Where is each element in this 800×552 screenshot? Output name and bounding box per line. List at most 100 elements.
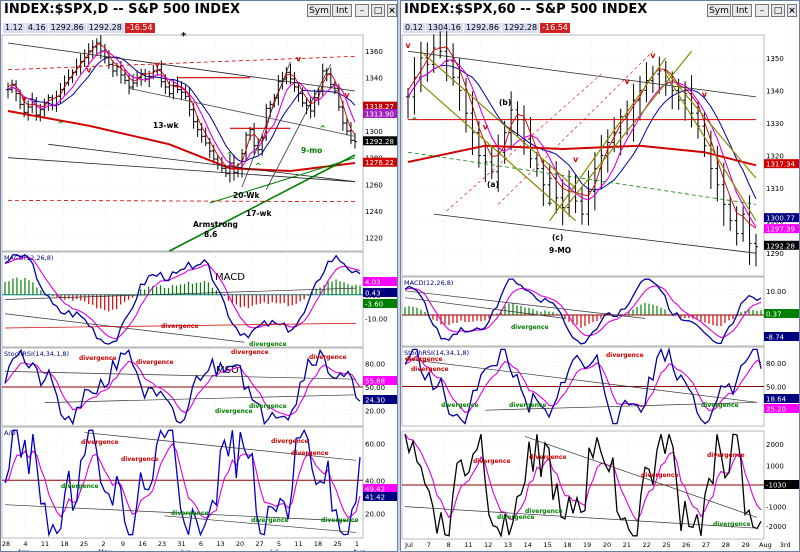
- ohlc-high: 1304.16: [425, 23, 464, 33]
- ohlc-low: 1292.86: [463, 23, 502, 33]
- oscillator-line: [404, 278, 762, 345]
- x-tick-label: 25: [662, 541, 670, 549]
- trend-line: [665, 73, 757, 221]
- chart-annotation: (a): [487, 180, 499, 189]
- hourly-chart-canvas[interactable]: 13501340133013201310130012901317.341300.…: [401, 1, 800, 552]
- down-marker: v: [405, 41, 411, 50]
- y-tick-label: 1220: [365, 235, 383, 243]
- divergence-annotation: divergence: [309, 354, 347, 361]
- divergence-annotation: divergence: [61, 483, 99, 490]
- x-tick-label: 29: [741, 541, 749, 549]
- price-label: 1313.90: [365, 111, 394, 119]
- hourly-chart-window[interactable]: INDEX:$SPX,60 -- S&P 500 INDEX Sym Int –…: [400, 0, 800, 552]
- y-tick-label: 1240: [365, 208, 383, 216]
- value-label: -1030: [766, 482, 786, 490]
- interval-button[interactable]: Int: [732, 4, 752, 17]
- y-tick-label: 40.00: [365, 477, 385, 485]
- divergence-annotation: divergence: [81, 439, 119, 446]
- maximize-button[interactable]: □: [771, 4, 785, 17]
- hourly-ohlc-strip: 0.12 1304.16 1292.86 1292.28 -16.54: [403, 23, 571, 33]
- oscillator-line: [404, 433, 762, 538]
- value-label: 4.03: [365, 279, 381, 287]
- x-tick-label: 11: [294, 540, 302, 548]
- trend-line: [7, 42, 356, 92]
- divergence-annotation: divergence: [713, 521, 751, 528]
- down-marker: v: [573, 155, 579, 164]
- x-month-label: May: [98, 548, 112, 552]
- y-tick-label: 1340: [766, 87, 784, 95]
- x-tick-label: 18: [60, 540, 68, 548]
- x-tick-label: 21: [623, 541, 631, 549]
- x-tick-label: Jul: [404, 541, 413, 549]
- y-tick-label: 1310: [766, 185, 784, 193]
- y-tick-label: -1000: [766, 504, 786, 512]
- price-label: 1292.28: [766, 242, 795, 250]
- divergence-annotation: divergence: [136, 359, 174, 366]
- down-marker: v: [296, 55, 302, 64]
- y-tick-label: 1360: [365, 48, 383, 56]
- value-label: 25.20: [766, 406, 786, 414]
- y-tick-label: 10.00: [766, 288, 786, 296]
- divergence-annotation: divergence: [441, 402, 479, 409]
- x-tick-label: 13: [216, 540, 224, 548]
- value-label-box: [764, 332, 799, 341]
- y-tick-label: 1260: [365, 181, 383, 189]
- interval-button[interactable]: Int: [332, 4, 352, 17]
- x-tick-label: 18: [314, 540, 322, 548]
- y-tick-label: 80.00: [365, 361, 385, 369]
- daily-chart-canvas[interactable]: 136013401320130012801260124012201318.271…: [1, 1, 398, 552]
- moving-average-magenta: [407, 59, 757, 228]
- oscillator-trend-line: [404, 290, 646, 319]
- x-tick-label: 20: [603, 541, 611, 549]
- divergence-annotation: divergence: [249, 341, 287, 348]
- x-month-label: Apr: [17, 548, 29, 552]
- panel-label: MACD: [215, 272, 245, 283]
- value-label: 55.88: [365, 378, 385, 386]
- oscillator-trend-line: [404, 358, 758, 403]
- ohlc-low: 1292.86: [48, 23, 87, 33]
- panel-indicator-title: A/D: [4, 429, 16, 437]
- x-tick-label: 11: [464, 541, 472, 549]
- ohlc-close: 1292.28: [502, 23, 541, 33]
- divergence-annotation: divergence: [251, 517, 289, 524]
- x-tick-label: 6: [199, 540, 203, 548]
- value-label-box: [363, 492, 397, 501]
- close-button[interactable]: ×: [787, 4, 797, 17]
- x-tick-label: Aug: [759, 541, 772, 549]
- y-tick-label: -2000: [766, 523, 786, 531]
- trend-line: [7, 199, 356, 203]
- x-tick-label: 27: [255, 540, 263, 548]
- daily-title-bar[interactable]: INDEX:$SPX,D -- S&P 500 INDEX Sym Int – …: [1, 1, 397, 21]
- down-marker: v: [625, 77, 631, 86]
- price-label: 1276.22: [365, 159, 394, 167]
- minimize-button[interactable]: –: [755, 4, 769, 17]
- hourly-title-bar[interactable]: INDEX:$SPX,60 -- S&P 500 INDEX Sym Int –…: [401, 1, 799, 21]
- value-label-box: [764, 394, 799, 403]
- y-tick-label: 2000: [766, 441, 784, 449]
- daily-chart-window[interactable]: INDEX:$SPX,D -- S&P 500 INDEX Sym Int – …: [0, 0, 398, 552]
- x-tick-label: 7: [427, 541, 431, 549]
- trend-line: [433, 213, 757, 254]
- close-button[interactable]: ×: [387, 4, 397, 17]
- moving-average-red: [407, 46, 757, 229]
- maximize-button[interactable]: □: [371, 4, 385, 17]
- symbol-button[interactable]: Sym: [307, 4, 331, 17]
- ohlc-change: -16.54: [540, 23, 571, 33]
- symbol-button[interactable]: Sym: [707, 4, 731, 17]
- price-label: 1297.39: [766, 226, 795, 234]
- y-tick-label: 1350: [766, 55, 784, 63]
- divergence-annotation: divergence: [121, 456, 159, 463]
- trend-line: [665, 70, 757, 179]
- x-month-label: Jul: [269, 548, 278, 552]
- trend-line: [169, 154, 356, 252]
- ohlc-open: 0.12: [403, 23, 426, 33]
- minimize-button[interactable]: –: [355, 4, 369, 17]
- value-label: 18.64: [766, 396, 787, 404]
- x-tick-label: 28: [2, 540, 10, 548]
- value-label: 41.42: [365, 494, 385, 502]
- value-label-box: [764, 480, 799, 489]
- panel-indicator-title: StochRSI(14,34,1,8): [4, 350, 69, 358]
- value-label-box: [363, 299, 397, 308]
- signal-line: [4, 256, 361, 340]
